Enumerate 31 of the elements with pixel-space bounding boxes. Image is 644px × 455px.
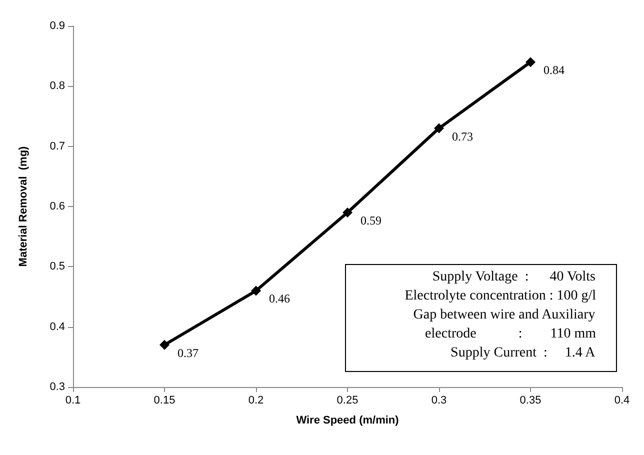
y-tick-label: 0.4: [50, 320, 65, 333]
annotation: Electrolyte concentration : 100 g/l: [404, 288, 596, 304]
annotation: Supply Voltage : 40 Volts: [432, 270, 596, 284]
x-tick-label: 0.25: [336, 394, 358, 406]
point: [342, 208, 352, 218]
point: [526, 57, 536, 68]
point: [434, 123, 444, 134]
annotation: electrode : 110 mm: [425, 326, 596, 342]
x-axis-title: Wire Speed (m/min): [296, 414, 400, 426]
annotation: Gap between wire and Auxiliary: [413, 308, 596, 322]
y-tick-label: 0.7: [50, 140, 65, 152]
x-tick-label: 0.2: [248, 394, 264, 406]
data-label: 0.59: [360, 214, 382, 228]
y-tick-label: 0.3: [50, 381, 65, 393]
data-label: 0.73: [452, 129, 473, 144]
x-tick-label: 0.35: [520, 394, 542, 406]
point: [160, 340, 170, 350]
x-tick-label: 0.4: [614, 394, 630, 406]
point: [251, 286, 261, 296]
y-tick-label: 0.6: [50, 200, 65, 212]
x-tick-label: 0.15: [154, 394, 176, 406]
data-label: 0.46: [269, 292, 290, 306]
y-tick-label: 0.9: [50, 20, 65, 32]
data-label: 0.84: [544, 63, 564, 78]
y-tick-label: 0.8: [50, 80, 65, 92]
y-tick-label: 0.5: [50, 260, 65, 273]
y-axis-title: Material Removal (mg): [18, 146, 30, 267]
x-tick-label: 0.1: [65, 394, 81, 406]
data-label: 0.37: [178, 346, 198, 360]
annotation: Supply Current : 1.4 A: [450, 346, 596, 360]
x-tick-label: 0.3: [431, 394, 447, 406]
